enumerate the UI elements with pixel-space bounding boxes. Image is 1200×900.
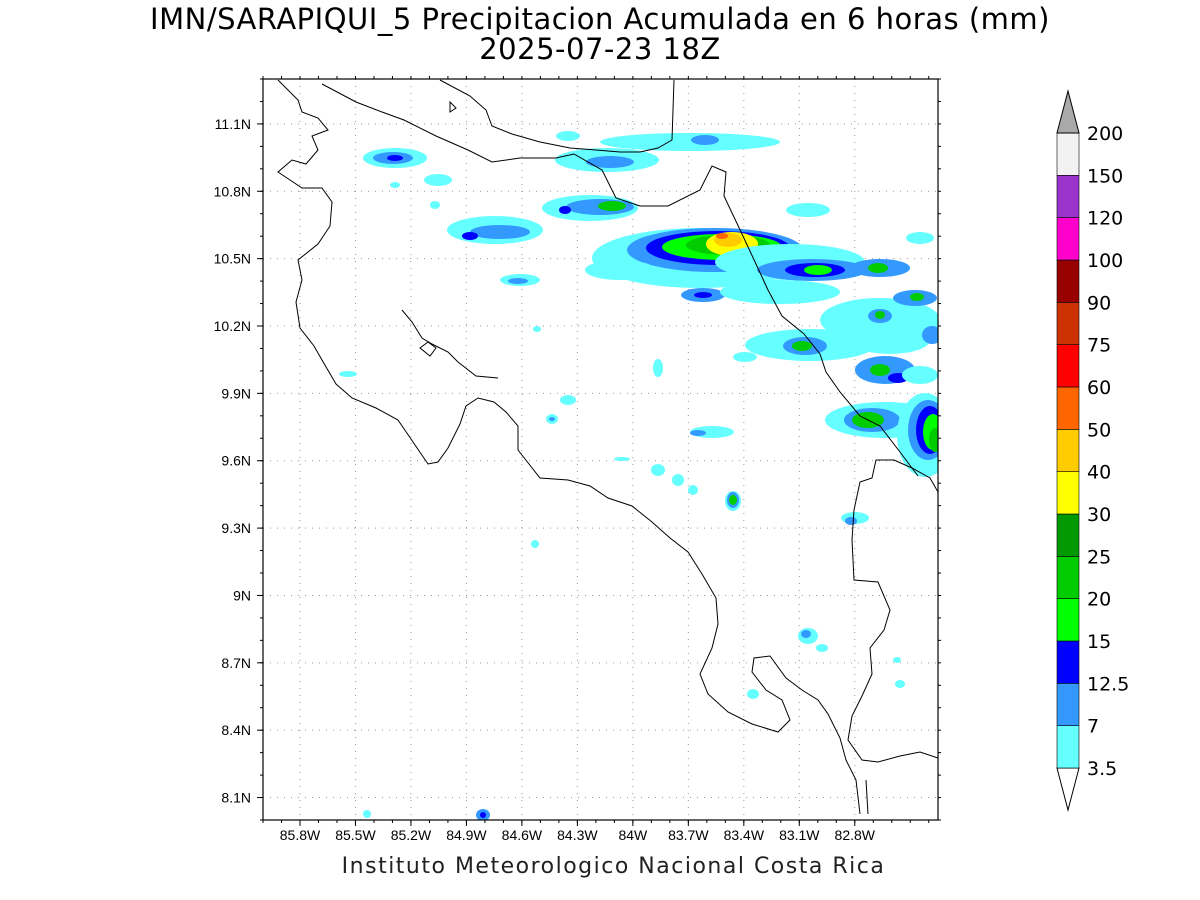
lon-tick-label: 85.8W: [280, 827, 321, 843]
axis-ticks: [257, 76, 941, 826]
lat-tick-label: 11.1N: [215, 116, 251, 132]
colorbar-level-label: 100: [1087, 250, 1123, 272]
colorbar-swatch: [1056, 217, 1080, 261]
precipitation-field: [339, 131, 938, 820]
lat-tick-label: 8.1N: [221, 790, 251, 806]
lon-tick-label: 85.2W: [391, 827, 432, 843]
map-background: [263, 79, 938, 820]
colorbar-level-label: 30: [1087, 504, 1111, 526]
colorbar-swatch: [1056, 259, 1080, 303]
lon-tick-label: 83.1W: [779, 827, 820, 843]
colorbar-level-label: 3.5: [1087, 758, 1117, 780]
lon-tick-label: 84W: [618, 827, 648, 843]
lon-tick-label: 84.3W: [557, 827, 598, 843]
colorbar-legend: 3.5 7 12.5 15 20 25 30 40 50 60 75 90 100 120 150 200: [1056, 89, 1129, 812]
lat-tick-label: 10.2N: [214, 318, 251, 334]
map-frame: [262, 78, 939, 821]
colorbar-level-label: 60: [1087, 377, 1111, 399]
map-footer-credit: Instituto Meteorologico Nacional Costa R…: [341, 854, 886, 879]
colorbar-level-label: 20: [1087, 589, 1111, 611]
colorbar-swatch: [1056, 132, 1080, 176]
colorbar-swatch: [1056, 471, 1080, 515]
colorbar-lower-extend: [1056, 767, 1080, 812]
colorbar-swatch: [1056, 640, 1080, 684]
lon-tick-label: 83.7W: [668, 827, 709, 843]
colorbar-swatch: [1056, 598, 1080, 642]
colorbar-level-label: 150: [1087, 165, 1123, 187]
latitude-labels: 11.1N 10.8N 10.5N 10.2N 9.9N 9.6N 9.3N 9N 8.7N 8.…: [214, 116, 251, 806]
colorbar-swatch: [1056, 683, 1080, 726]
colorbar-level-label: 50: [1087, 419, 1111, 441]
colorbar-level-label: 75: [1087, 335, 1111, 357]
colorbar-swatch: [1056, 725, 1080, 769]
colorbar-swatch: [1056, 302, 1080, 345]
colorbar-swatch: [1056, 556, 1080, 599]
colorbar-upper-extend: [1056, 89, 1080, 134]
lat-tick-label: 9N: [233, 587, 251, 603]
colorbar-swatch: [1056, 513, 1080, 557]
map-date-subtitle: 2025-07-23 18Z: [479, 32, 721, 66]
lon-tick-label: 84.6W: [502, 827, 543, 843]
lat-tick-label: 9.6N: [221, 453, 251, 469]
colorbar-level-label: 12.5: [1087, 673, 1129, 695]
colorbar-swatch: [1056, 344, 1080, 388]
colorbar-level-label: 90: [1087, 292, 1111, 314]
lat-tick-label: 9.9N: [221, 385, 251, 401]
longitude-labels: 85.8W 85.5W 85.2W 84.9W 84.6W 84.3W 84W 83.7W 83…: [280, 827, 876, 843]
lat-tick-label: 8.4N: [221, 722, 251, 738]
colorbar-level-label: 25: [1087, 546, 1111, 568]
lon-tick-label: 84.9W: [446, 827, 487, 843]
colorbar-level-label: 7: [1087, 716, 1099, 738]
colorbar-swatch: [1056, 386, 1080, 430]
map-title: IMN/SARAPIQUI_5 Precipitacion Acumulada …: [150, 2, 1050, 36]
map-gridlines: [263, 79, 938, 820]
colorbar-level-label: 200: [1087, 123, 1123, 145]
lon-tick-label: 82.8W: [835, 827, 876, 843]
colorbar-swatch: [1056, 429, 1080, 472]
lon-tick-label: 83.4W: [724, 827, 765, 843]
colorbar-swatch: [1056, 175, 1080, 218]
lat-tick-label: 9.3N: [221, 520, 251, 536]
lat-tick-label: 10.5N: [214, 251, 251, 267]
colorbar-level-label: 120: [1087, 208, 1123, 230]
lat-tick-label: 8.7N: [221, 655, 251, 671]
lat-tick-label: 10.8N: [214, 183, 251, 199]
colorbar-level-label: 40: [1087, 462, 1111, 484]
colorbar-level-label: 15: [1087, 631, 1111, 653]
coastlines-and-borders: [277, 79, 938, 815]
lon-tick-label: 85.5W: [335, 827, 376, 843]
